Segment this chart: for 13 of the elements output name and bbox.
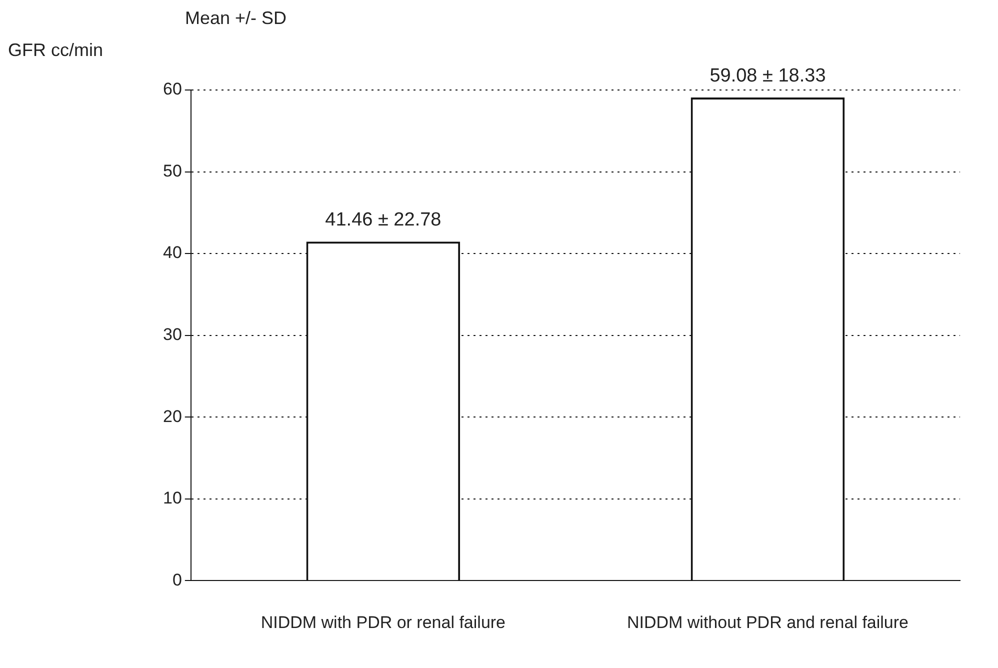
chart-title: Mean +/- SD [185, 8, 287, 29]
y-tick-label: 0 [172, 570, 182, 590]
y-tick-label: 10 [162, 488, 182, 508]
data-label: 41.46 ± 22.78 [325, 209, 442, 230]
y-tick-label: 60 [162, 80, 182, 99]
y-tick-label: 20 [162, 406, 182, 426]
y-axis-title: GFR cc/min [8, 40, 104, 61]
x-tick-label: NIDDM without PDR and renal failure [626, 612, 909, 632]
y-tick-label: 50 [162, 161, 182, 180]
x-tick-label: NIDDM with PDR or renal failure [260, 612, 506, 632]
y-tick-label: 40 [162, 243, 182, 262]
data-label: 59.08 ± 18.33 [710, 65, 826, 86]
y-tick-label: 30 [162, 324, 182, 344]
